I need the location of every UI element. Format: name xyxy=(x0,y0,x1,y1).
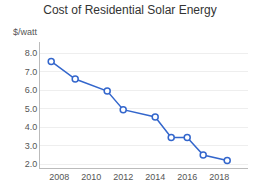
svg-text:2012: 2012 xyxy=(113,172,133,182)
svg-text:2010: 2010 xyxy=(81,172,101,182)
svg-text:5.0: 5.0 xyxy=(25,104,38,114)
svg-text:$/watt: $/watt xyxy=(13,27,38,37)
svg-text:3.0: 3.0 xyxy=(25,141,38,151)
svg-text:Cost of Residential Solar Ener: Cost of Residential Solar Energy xyxy=(43,3,216,17)
svg-text:2018: 2018 xyxy=(209,172,229,182)
svg-text:6.0: 6.0 xyxy=(25,85,38,95)
svg-text:8.0: 8.0 xyxy=(25,48,38,58)
svg-text:2008: 2008 xyxy=(49,172,69,182)
svg-text:2016: 2016 xyxy=(177,172,197,182)
svg-text:2.0: 2.0 xyxy=(25,159,38,169)
svg-text:2014: 2014 xyxy=(145,172,165,182)
svg-text:4.0: 4.0 xyxy=(25,122,38,132)
svg-text:7.0: 7.0 xyxy=(25,67,38,77)
